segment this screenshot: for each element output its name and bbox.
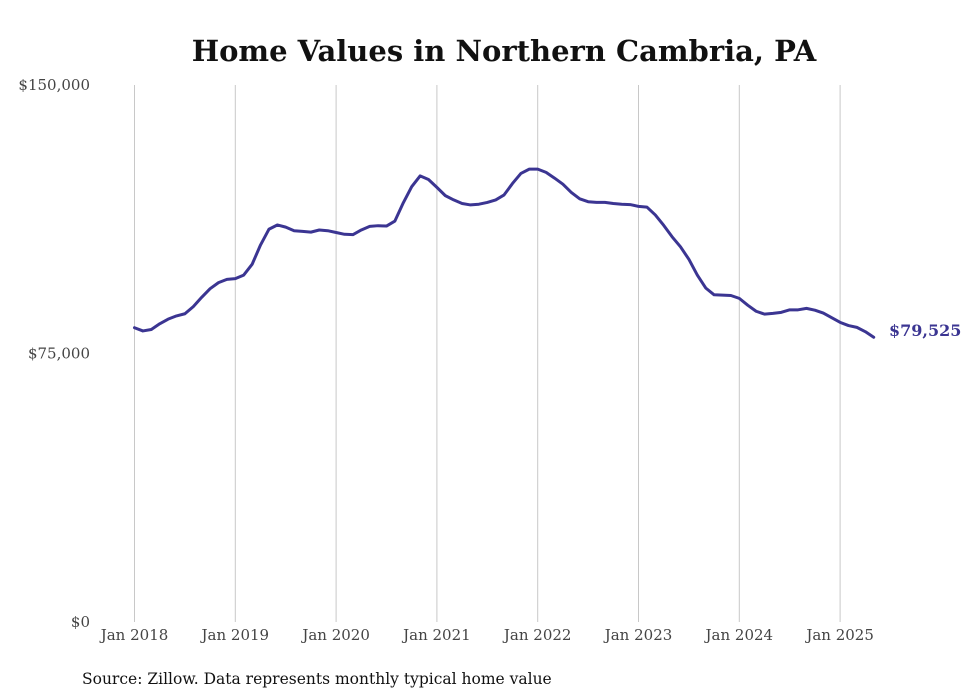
chart-title: Home Values in Northern Cambria, PA bbox=[192, 34, 817, 68]
y-tick-label: $75,000 bbox=[28, 345, 90, 363]
end-value-label: $79,525 bbox=[889, 321, 961, 340]
x-tick-label: Jan 2019 bbox=[200, 626, 270, 644]
x-tick-label: Jan 2023 bbox=[603, 626, 673, 644]
y-axis-tick-labels: $0 $75,000 $150,000 bbox=[18, 76, 90, 631]
y-tick-label: $0 bbox=[71, 613, 90, 631]
x-tick-label: Jan 2024 bbox=[704, 626, 774, 644]
series-line-home-value bbox=[133, 167, 876, 339]
gridlines bbox=[134, 85, 841, 622]
x-axis-tick-labels: Jan 2018 Jan 2019 Jan 2020 Jan 2021 Jan 2022… bbox=[99, 626, 874, 644]
x-tick-label: Jan 2020 bbox=[300, 626, 370, 644]
x-tick-label: Jan 2021 bbox=[401, 626, 471, 644]
source-note: Source: Zillow. Data represents monthly … bbox=[82, 670, 552, 688]
x-tick-label: Jan 2022 bbox=[502, 626, 572, 644]
x-tick-label: Jan 2025 bbox=[804, 626, 874, 644]
x-tick-label: Jan 2018 bbox=[99, 626, 169, 644]
y-tick-label: $150,000 bbox=[18, 76, 90, 94]
